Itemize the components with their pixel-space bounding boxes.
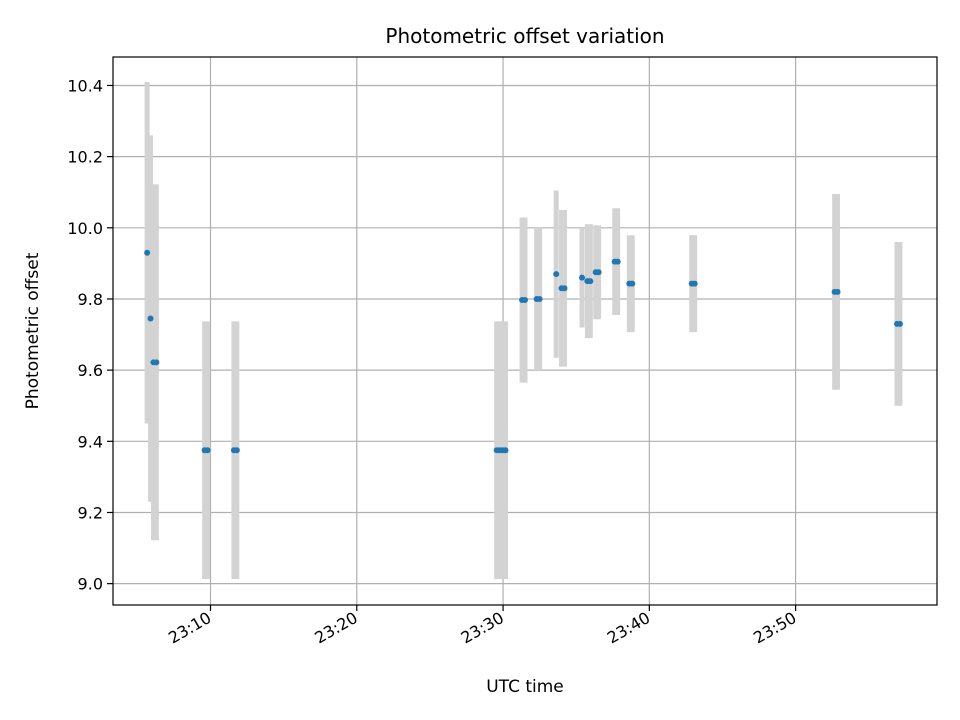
data-point xyxy=(691,280,698,287)
data-point xyxy=(536,295,543,302)
y-tick-label: 9.4 xyxy=(78,432,103,451)
data-point xyxy=(204,447,211,454)
chart-title: Photometric offset variation xyxy=(385,24,664,48)
y-tick-label: 9.6 xyxy=(78,361,103,380)
data-point xyxy=(629,280,636,287)
data-point xyxy=(233,447,240,454)
data-point xyxy=(553,271,560,278)
data-point xyxy=(561,285,568,292)
y-tick-label: 9.8 xyxy=(78,290,103,309)
plot-frame xyxy=(112,56,938,606)
data-point xyxy=(834,288,841,295)
data-point xyxy=(153,359,160,366)
data-point xyxy=(502,447,509,454)
y-axis-ticks: 9.0 9.2 9.4 9.6 9.8 10.0 10.2 10.4 xyxy=(67,76,113,594)
data-point xyxy=(896,320,903,327)
y-tick-label: 10.0 xyxy=(67,219,103,238)
y-tick-label: 9.2 xyxy=(78,503,103,522)
data-point xyxy=(614,258,621,265)
x-axis-label: UTC time xyxy=(486,677,564,697)
data-point xyxy=(144,249,151,256)
data-point xyxy=(147,315,154,322)
data-point xyxy=(595,269,602,276)
y-tick-label: 10.2 xyxy=(67,148,103,167)
data-points xyxy=(144,249,903,454)
y-axis-label: Photometric offset xyxy=(23,252,43,409)
data-point xyxy=(587,278,594,285)
y-tick-label: 10.4 xyxy=(67,76,103,95)
y-tick-label: 9.0 xyxy=(78,575,103,594)
data-point xyxy=(522,297,528,304)
data-point xyxy=(579,274,586,281)
